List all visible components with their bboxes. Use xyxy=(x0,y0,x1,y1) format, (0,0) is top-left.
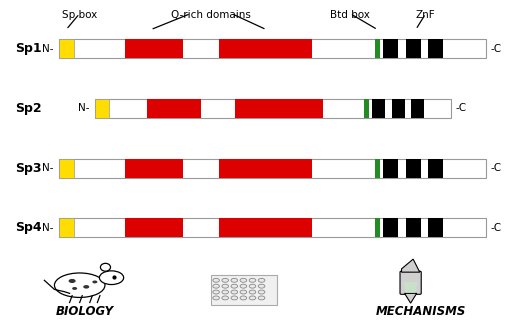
Bar xyxy=(218,218,312,237)
Ellipse shape xyxy=(222,290,229,294)
Ellipse shape xyxy=(231,296,238,300)
Ellipse shape xyxy=(213,290,219,294)
Ellipse shape xyxy=(249,284,256,288)
Bar xyxy=(364,99,369,118)
Bar xyxy=(392,99,405,118)
Bar xyxy=(375,218,380,237)
Text: Sp box: Sp box xyxy=(62,10,98,19)
Bar xyxy=(235,99,323,118)
Bar xyxy=(59,159,486,178)
Bar xyxy=(218,39,312,58)
Ellipse shape xyxy=(100,271,123,285)
Ellipse shape xyxy=(240,284,247,288)
Bar xyxy=(125,218,183,237)
Bar xyxy=(405,218,421,237)
Bar xyxy=(383,218,398,237)
Ellipse shape xyxy=(240,296,247,300)
Bar xyxy=(95,99,451,118)
Bar xyxy=(59,218,74,237)
Ellipse shape xyxy=(101,263,111,271)
Text: -C: -C xyxy=(490,163,501,173)
Ellipse shape xyxy=(222,278,229,282)
Ellipse shape xyxy=(240,290,247,294)
Bar xyxy=(95,99,109,118)
Text: BIOLOGY: BIOLOGY xyxy=(56,305,114,318)
Bar xyxy=(383,159,398,178)
Bar xyxy=(218,159,312,178)
Bar xyxy=(59,39,74,58)
Bar xyxy=(375,159,380,178)
Ellipse shape xyxy=(231,290,238,294)
Text: Q-rich domains: Q-rich domains xyxy=(171,10,251,19)
Bar xyxy=(147,99,201,118)
Text: N-: N- xyxy=(78,103,89,114)
Ellipse shape xyxy=(249,278,256,282)
Bar xyxy=(211,275,277,305)
Ellipse shape xyxy=(222,296,229,300)
Polygon shape xyxy=(403,282,418,293)
Text: MECHANISMS: MECHANISMS xyxy=(375,305,466,318)
Ellipse shape xyxy=(258,290,265,294)
Bar xyxy=(405,39,421,58)
Ellipse shape xyxy=(83,285,89,289)
Ellipse shape xyxy=(222,284,229,288)
Ellipse shape xyxy=(258,296,265,300)
Ellipse shape xyxy=(54,273,105,297)
Text: Sp3: Sp3 xyxy=(16,162,42,175)
Bar xyxy=(383,39,398,58)
Ellipse shape xyxy=(240,278,247,282)
Bar xyxy=(428,39,443,58)
Text: -C: -C xyxy=(490,223,501,233)
Ellipse shape xyxy=(231,284,238,288)
Text: Sp1: Sp1 xyxy=(16,42,42,55)
Ellipse shape xyxy=(92,280,98,283)
Bar xyxy=(125,39,183,58)
Bar xyxy=(59,218,486,237)
Ellipse shape xyxy=(72,287,77,290)
Polygon shape xyxy=(404,293,417,303)
Ellipse shape xyxy=(213,296,219,300)
Text: Sp4: Sp4 xyxy=(16,221,42,234)
Text: Btd box: Btd box xyxy=(330,10,370,19)
Ellipse shape xyxy=(213,278,219,282)
Text: -C: -C xyxy=(490,44,501,54)
FancyBboxPatch shape xyxy=(400,271,421,294)
Ellipse shape xyxy=(69,279,76,283)
Ellipse shape xyxy=(249,290,256,294)
Bar xyxy=(375,39,380,58)
Text: Sp2: Sp2 xyxy=(16,102,42,115)
Polygon shape xyxy=(401,259,420,272)
Ellipse shape xyxy=(249,296,256,300)
Ellipse shape xyxy=(213,284,219,288)
Text: -C: -C xyxy=(455,103,466,114)
Text: ZnF: ZnF xyxy=(416,10,435,19)
Bar xyxy=(59,39,486,58)
Bar xyxy=(428,159,443,178)
Text: N-: N- xyxy=(43,163,54,173)
Bar xyxy=(372,99,386,118)
Ellipse shape xyxy=(258,284,265,288)
Bar xyxy=(405,159,421,178)
Ellipse shape xyxy=(231,278,238,282)
Ellipse shape xyxy=(258,278,265,282)
Bar xyxy=(59,159,74,178)
Bar xyxy=(428,218,443,237)
Text: N-: N- xyxy=(43,223,54,233)
Text: N-: N- xyxy=(43,44,54,54)
Bar xyxy=(411,99,424,118)
Bar xyxy=(125,159,183,178)
